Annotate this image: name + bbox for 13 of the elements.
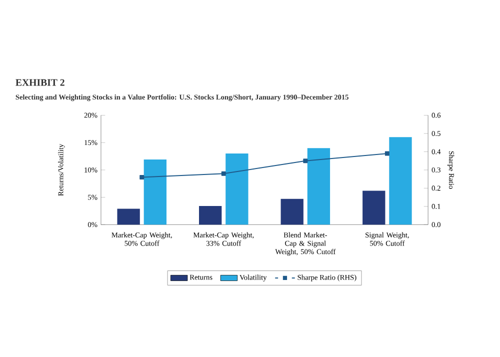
point [384,151,390,156]
point [140,175,144,180]
bar [362,190,386,225]
bar [117,208,140,225]
point [303,158,308,164]
bar [226,154,248,225]
bar [280,199,304,225]
point [221,172,226,176]
bar [144,160,166,225]
bar [307,148,330,225]
bar [389,137,412,225]
chart-title: EXHIBIT 2 [16,79,64,86]
bar [199,206,222,225]
